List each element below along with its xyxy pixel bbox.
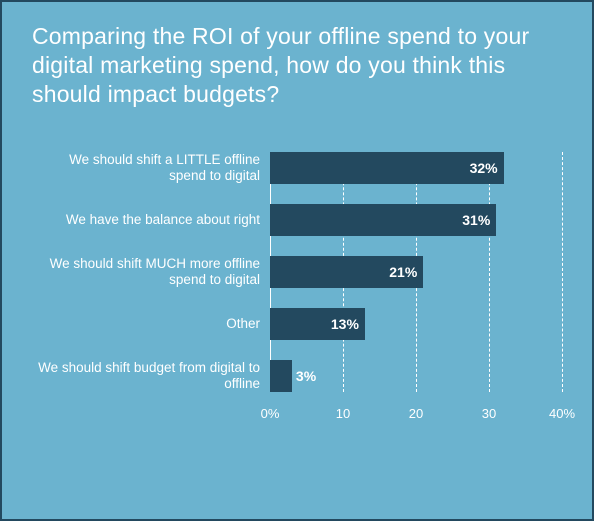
bar-wrap: 32% <box>270 152 562 184</box>
bar-wrap: 31% <box>270 204 562 236</box>
plot-area: 0%10203040%We should shift a LITTLE offl… <box>32 152 562 428</box>
bar-row: Other13% <box>32 308 562 340</box>
chart-title: Comparing the ROI of your offline spend … <box>32 22 562 152</box>
bar-value-label: 3 <box>296 368 304 384</box>
bar-value-label: 13 <box>331 316 347 332</box>
x-tick-label: 10 <box>336 406 350 421</box>
bar-value-label: 31 <box>462 212 478 228</box>
bar: 21% <box>270 256 423 288</box>
category-label: We have the balance about right <box>32 212 270 228</box>
bar <box>270 360 292 392</box>
category-label: We should shift budget from digital to o… <box>32 360 270 392</box>
bar-row: We should shift a LITTLE offline spend t… <box>32 152 562 184</box>
bar-value-outside: 3% <box>292 360 316 392</box>
bar-wrap: 3% <box>270 360 562 392</box>
chart-frame: Comparing the ROI of your offline spend … <box>0 0 594 521</box>
x-tick-label: 40% <box>549 406 575 421</box>
bar-value-label: 32 <box>470 160 486 176</box>
bar-row: We should shift MUCH more offline spend … <box>32 256 562 288</box>
bar-wrap: 13% <box>270 308 562 340</box>
gridline <box>562 152 563 392</box>
x-tick-label: 20 <box>409 406 423 421</box>
bar-value-label: 21 <box>389 264 405 280</box>
category-label: We should shift MUCH more offline spend … <box>32 256 270 288</box>
bar-wrap: 21% <box>270 256 562 288</box>
bar: 32% <box>270 152 504 184</box>
bar: 13% <box>270 308 365 340</box>
bar-row: We have the balance about right31% <box>32 204 562 236</box>
bar: 31% <box>270 204 496 236</box>
value-suffix: % <box>485 160 497 176</box>
bar-row: We should shift budget from digital to o… <box>32 360 562 392</box>
value-suffix: % <box>346 316 358 332</box>
value-suffix: % <box>304 368 316 384</box>
value-suffix: % <box>405 264 417 280</box>
category-label: Other <box>32 316 270 332</box>
category-label: We should shift a LITTLE offline spend t… <box>32 152 270 184</box>
x-tick-label: 30 <box>482 406 496 421</box>
value-suffix: % <box>478 212 490 228</box>
x-tick-label: 0% <box>261 406 280 421</box>
